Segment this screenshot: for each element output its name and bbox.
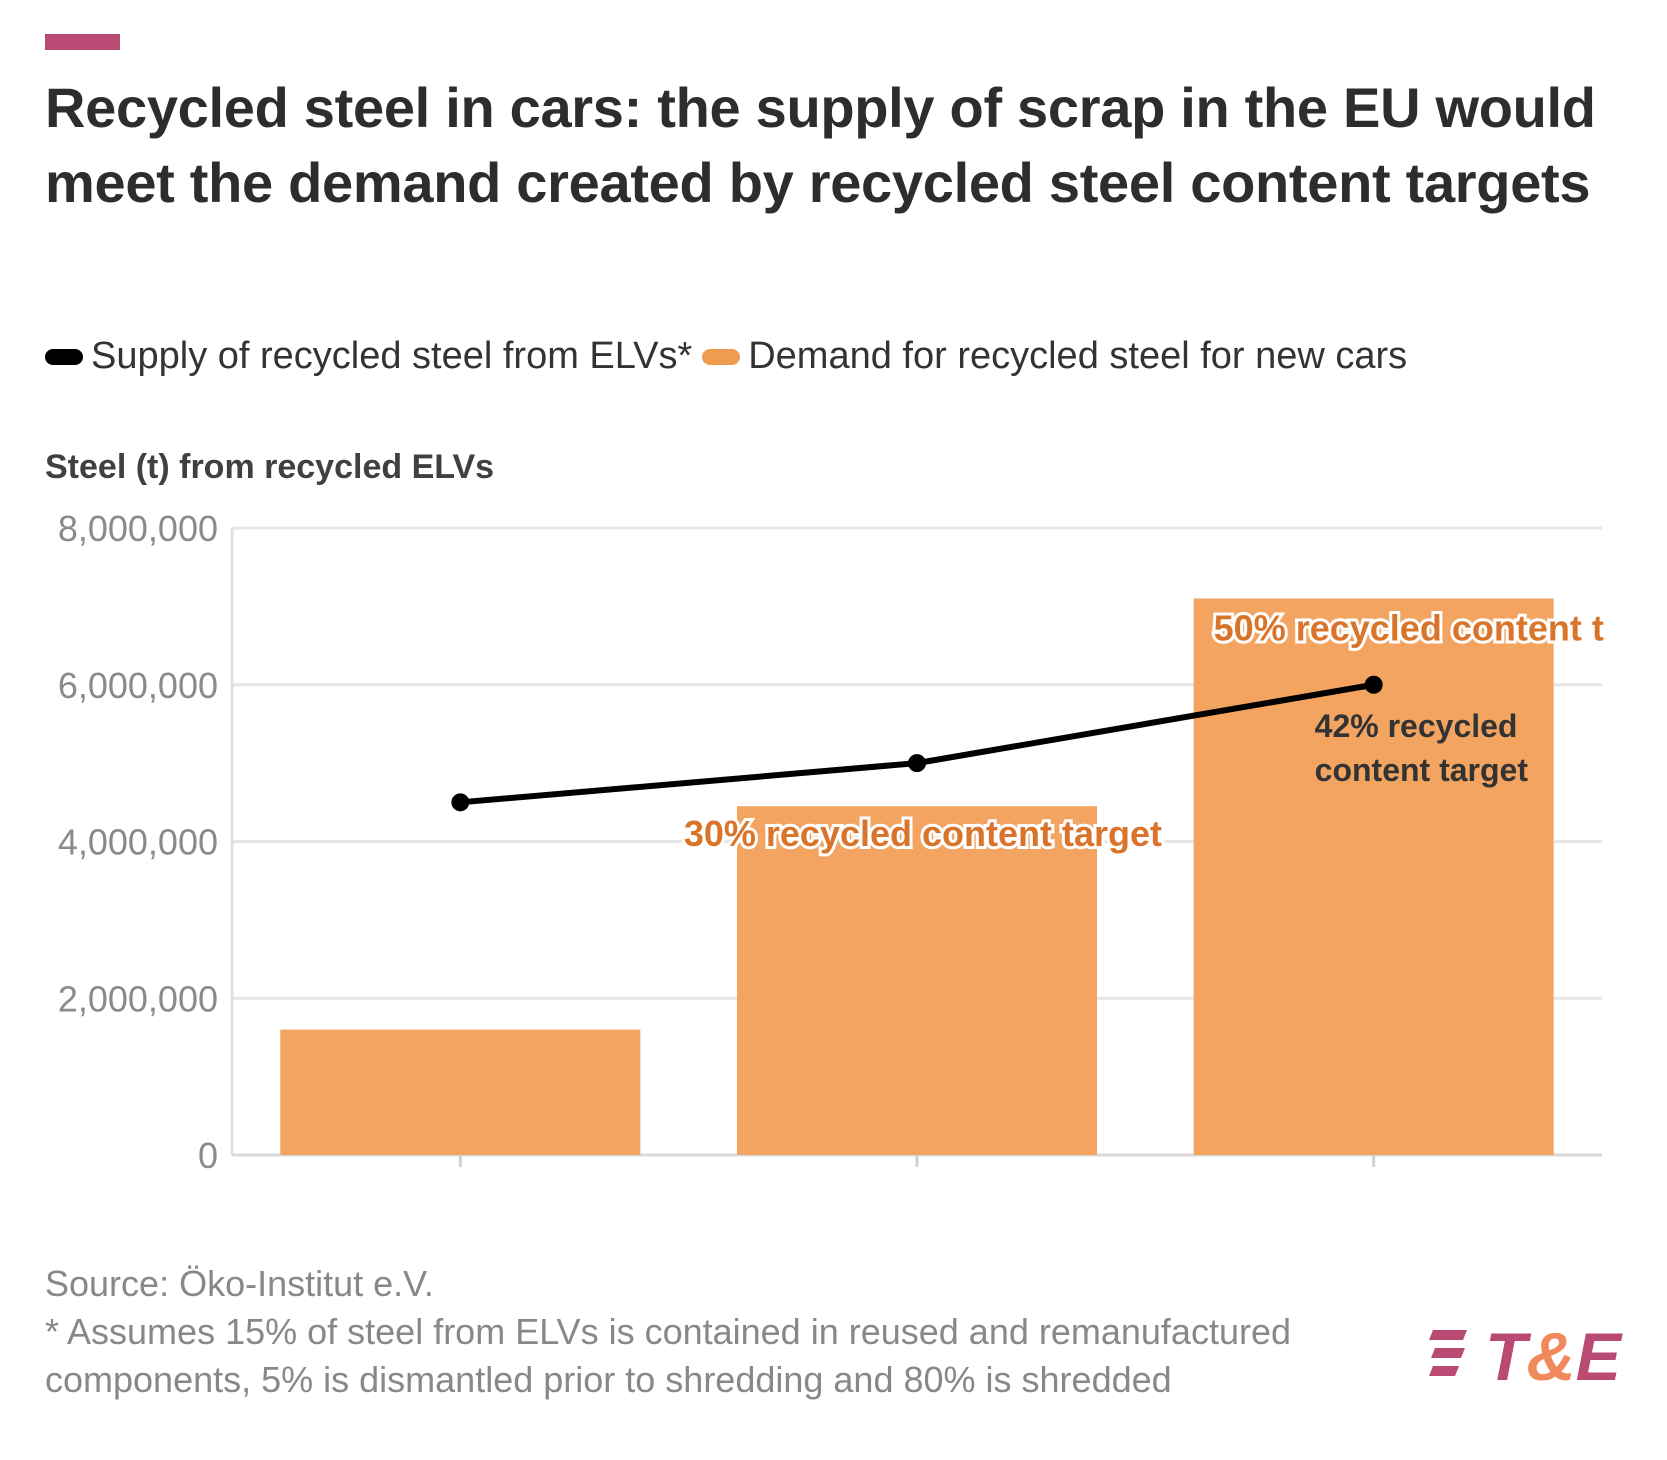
annotation-42-target: 42% recycled <box>1315 708 1518 744</box>
chart-title: Recycled steel in cars: the supply of sc… <box>45 76 1596 214</box>
annotation-30-target: 30% recycled content target <box>684 813 1162 854</box>
chart-plot: 02,000,0004,000,0006,000,0008,000,000202… <box>58 508 1607 1170</box>
bar-demand <box>280 1029 641 1155</box>
legend-item-supply: Supply of recycled steel from ELVs* <box>45 335 692 378</box>
logo-text: T&E <box>1485 1320 1624 1390</box>
point-supply <box>1364 675 1383 694</box>
bar-demand <box>737 806 1097 1155</box>
y-tick-label: 4,000,000 <box>58 822 218 863</box>
legend: Supply of recycled steel from ELVs* Dema… <box>45 335 1417 378</box>
legend-item-demand: Demand for recycled steel for new cars <box>702 335 1407 378</box>
y-axis-title: Steel (t) from recycled ELVs <box>45 448 495 486</box>
title-accent-bar <box>45 34 120 50</box>
footer: Source: Öko-Institut e.V. * Assumes 15% … <box>45 1260 1415 1404</box>
point-supply <box>908 754 926 773</box>
legend-swatch-supply <box>45 348 83 365</box>
y-tick-label: 8,000,000 <box>58 508 218 549</box>
footnote: * Assumes 15% of steel from ELVs is cont… <box>45 1311 1292 1400</box>
point-supply <box>451 793 470 812</box>
y-tick-label: 2,000,000 <box>58 978 218 1019</box>
legend-label-supply: Supply of recycled steel from ELVs* <box>91 335 693 377</box>
annotation-50-target: 50% recycled content t <box>1214 608 1604 649</box>
logo-speed-lines-icon <box>1429 1330 1467 1376</box>
annotation-42-target: content target <box>1315 752 1529 788</box>
source-note: Source: Öko-Institut e.V. <box>45 1263 434 1304</box>
y-tick-label: 0 <box>198 1135 218 1170</box>
y-tick-label: 6,000,000 <box>58 665 218 706</box>
te-logo: T&E <box>1429 1320 1624 1390</box>
legend-label-demand: Demand for recycled steel for new cars <box>748 335 1408 377</box>
legend-swatch-demand <box>702 348 741 365</box>
